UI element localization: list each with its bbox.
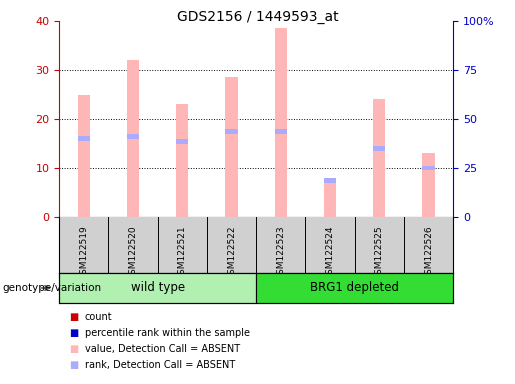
Text: ■: ■ [70,328,79,338]
Text: genotype/variation: genotype/variation [3,283,101,293]
Text: GSM122525: GSM122525 [375,225,384,280]
Text: wild type: wild type [131,281,185,295]
Text: GSM122522: GSM122522 [227,225,236,280]
Bar [226,78,238,217]
Text: GSM122519: GSM122519 [79,225,89,280]
Text: value, Detection Call = ABSENT: value, Detection Call = ABSENT [85,344,240,354]
Bar [127,60,139,217]
Bar [324,178,336,217]
Bar [176,139,188,144]
Text: ■: ■ [70,344,79,354]
Text: GSM122524: GSM122524 [325,225,335,280]
Text: ■: ■ [70,360,79,370]
Bar [127,134,139,139]
Bar [274,28,287,217]
Bar [422,166,435,170]
Text: count: count [85,312,113,322]
Bar [78,94,90,217]
Text: rank, Detection Call = ABSENT: rank, Detection Call = ABSENT [85,360,235,370]
Text: BRG1 depleted: BRG1 depleted [310,281,399,295]
Bar [274,129,287,134]
Text: percentile rank within the sample: percentile rank within the sample [85,328,250,338]
Bar [59,273,256,303]
Text: GSM122523: GSM122523 [277,225,285,280]
Bar [422,153,435,217]
Text: GSM122521: GSM122521 [178,225,187,280]
Bar [176,104,188,217]
Bar [373,99,386,217]
Text: GSM122526: GSM122526 [424,225,433,280]
Text: GDS2156 / 1449593_at: GDS2156 / 1449593_at [177,10,338,23]
Bar [324,178,336,183]
Bar [78,136,90,141]
Bar [256,273,453,303]
Text: ■: ■ [70,312,79,322]
Bar [373,146,386,151]
Text: GSM122520: GSM122520 [129,225,138,280]
Bar [226,129,238,134]
